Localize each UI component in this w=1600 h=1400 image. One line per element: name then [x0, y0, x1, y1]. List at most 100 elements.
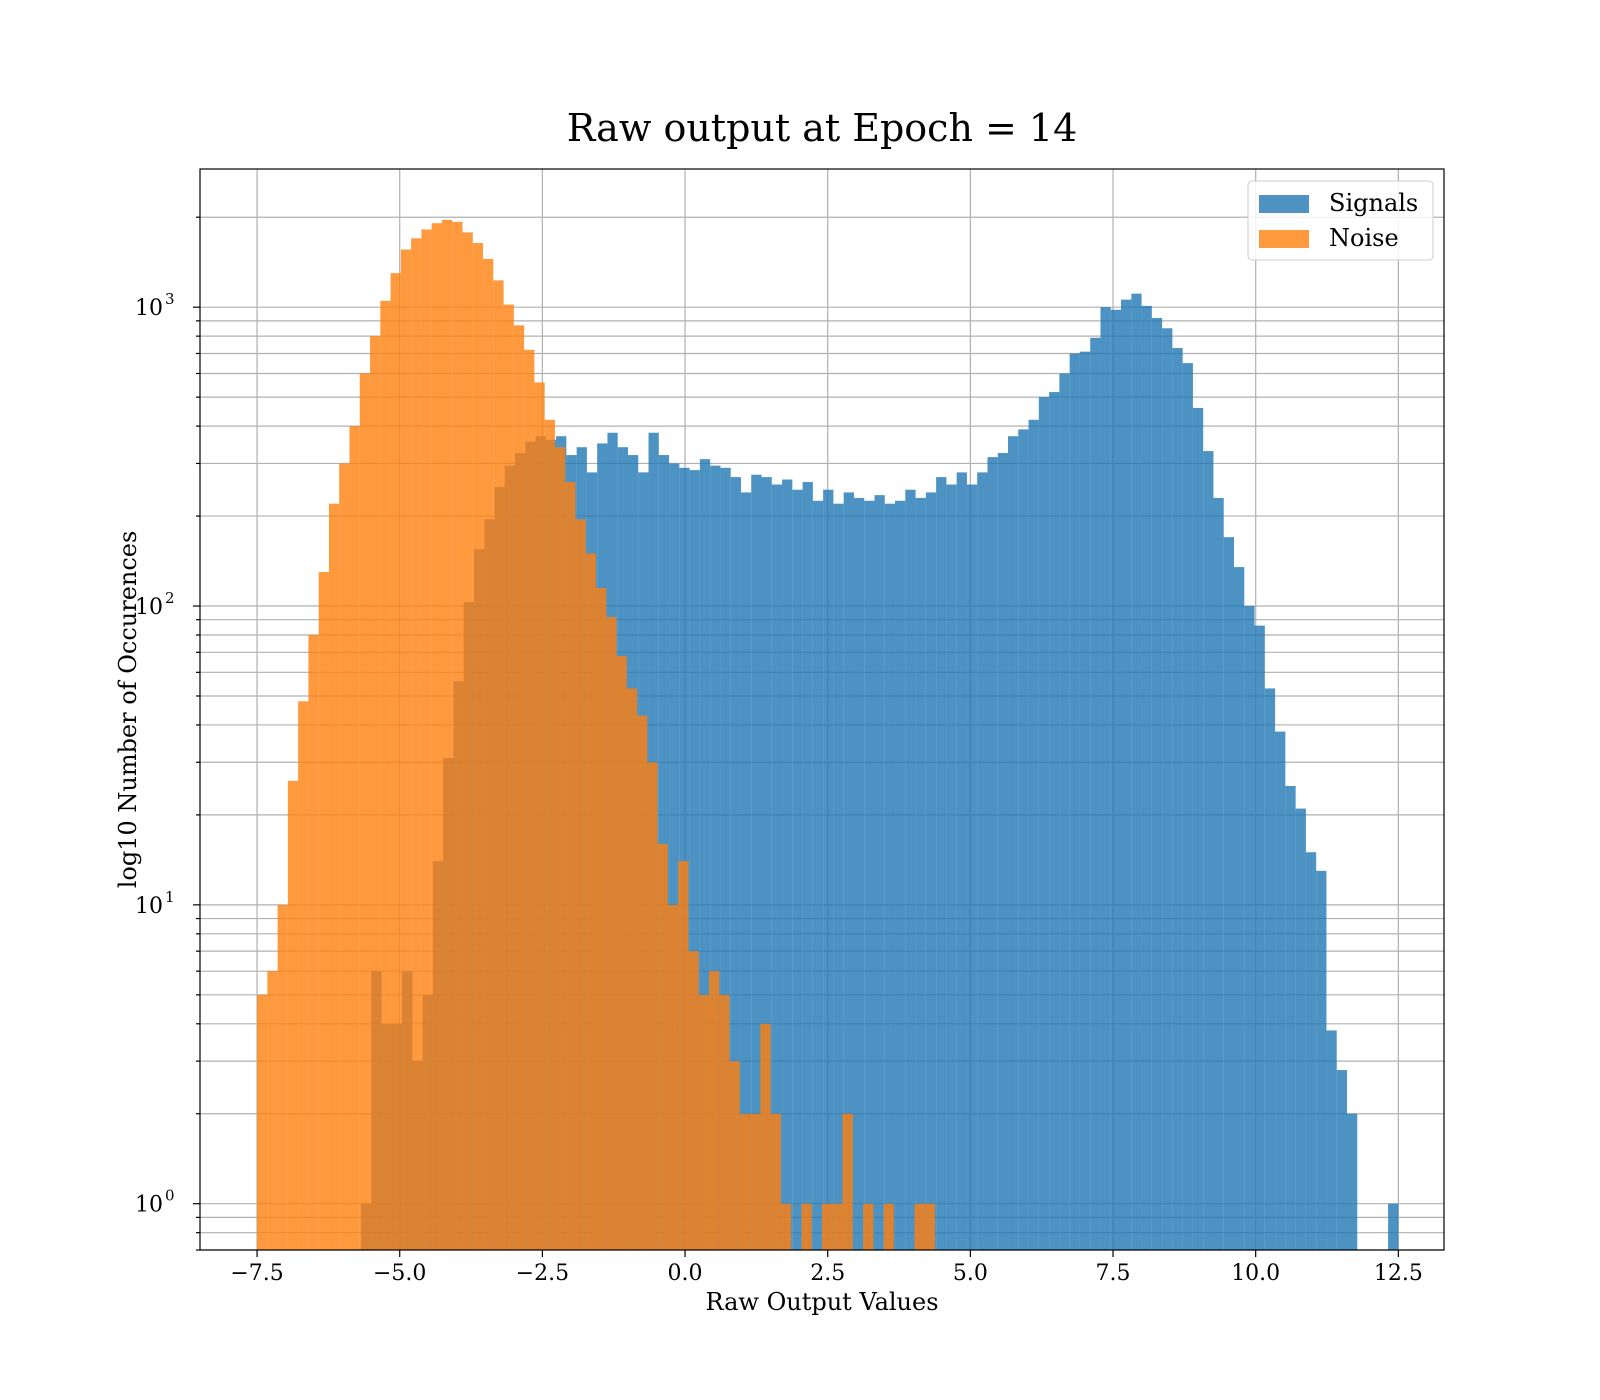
- signals-bar: [1110, 309, 1122, 1251]
- y-tick-exponent: 2: [165, 589, 175, 607]
- noise-bar: [842, 1113, 853, 1250]
- signals-bar: [1213, 497, 1224, 1250]
- signals-bar: [1244, 606, 1255, 1250]
- signals-bar: [710, 465, 721, 1251]
- signals-bar: [977, 472, 988, 1251]
- noise-bar: [729, 1061, 740, 1250]
- signals-bar: [751, 474, 762, 1250]
- y-tick-label: 10: [135, 1193, 163, 1218]
- signals-bar: [1326, 1030, 1337, 1250]
- noise-bar: [328, 503, 340, 1250]
- noise-bar: [267, 971, 278, 1250]
- signals-bar: [1192, 407, 1204, 1250]
- noise-bar: [801, 1203, 812, 1250]
- plot-frame: [199, 168, 1445, 1251]
- noise-bar: [739, 1113, 751, 1250]
- signals-bar: [740, 492, 752, 1251]
- signals-bar: [1295, 808, 1306, 1250]
- signals-bar: [792, 489, 803, 1250]
- noise-bar: [257, 994, 268, 1250]
- signals-bar: [946, 484, 957, 1251]
- signals-bar: [1141, 305, 1152, 1250]
- noise-bar: [554, 447, 566, 1251]
- noise-bar: [616, 656, 627, 1250]
- y-axis-label: log10 Number of Occurences: [114, 531, 142, 889]
- noise-bar: [914, 1203, 925, 1250]
- y-tick-exponent: 3: [165, 290, 175, 308]
- noise-bar: [780, 1203, 792, 1250]
- signals-bar: [761, 477, 772, 1251]
- legend-swatch-noise: [1259, 230, 1309, 248]
- noise-bar: [719, 994, 730, 1250]
- y-tick-label: 10: [135, 894, 163, 919]
- x-tick-label: 2.5: [810, 1261, 845, 1286]
- noise-bar: [462, 232, 473, 1251]
- x-tick-label: 5.0: [953, 1261, 988, 1286]
- noise-bar: [308, 634, 319, 1250]
- x-axis-label: Raw Output Values: [705, 1288, 938, 1316]
- noise-bar: [370, 336, 381, 1250]
- signals-bar: [1090, 337, 1101, 1250]
- x-tick-label: −2.5: [516, 1261, 569, 1286]
- signals-bar: [1008, 436, 1019, 1250]
- noise-bar: [359, 373, 371, 1250]
- noise-bar: [585, 553, 597, 1250]
- noise-bar: [924, 1203, 935, 1250]
- y-tick-label: 10: [135, 296, 163, 321]
- signals-bar: [1038, 397, 1050, 1250]
- signals-bar: [679, 467, 690, 1250]
- noise-bar: [637, 715, 648, 1250]
- legend-label-signals: Signals: [1329, 189, 1418, 217]
- signals-bar: [884, 503, 896, 1250]
- signals-bar: [915, 497, 926, 1250]
- x-tick-label: −5.0: [373, 1261, 426, 1286]
- legend-label-noise: Noise: [1329, 224, 1399, 252]
- noise-bar: [832, 1203, 843, 1250]
- signals-bar: [1172, 348, 1183, 1250]
- signals-bar: [997, 453, 1009, 1250]
- signals-bar: [874, 495, 885, 1251]
- noise-bar: [750, 1113, 761, 1250]
- noise-bar: [606, 616, 617, 1250]
- x-tick-label: 0.0: [668, 1261, 703, 1286]
- x-tick-label: −7.5: [230, 1261, 283, 1286]
- signals-bar: [925, 492, 937, 1251]
- noise-bar: [883, 1203, 894, 1250]
- noise-bar: [349, 426, 360, 1250]
- noise-bar: [472, 242, 484, 1250]
- signals-bar: [1336, 1070, 1347, 1250]
- signals-bar: [1028, 419, 1039, 1251]
- noise-bar: [770, 1113, 781, 1250]
- signals-bar: [699, 459, 711, 1250]
- noise-bar: [657, 843, 668, 1250]
- legend: Signals Noise: [1247, 180, 1434, 261]
- signals-bar: [853, 497, 865, 1250]
- signals-bar: [1285, 785, 1296, 1250]
- signals-bar: [1079, 351, 1091, 1250]
- noise-bar: [503, 304, 514, 1250]
- signals-bar: [956, 472, 967, 1251]
- chart-title: Raw output at Epoch = 14: [567, 106, 1078, 150]
- signals-bar: [1275, 731, 1286, 1250]
- signals-bar: [1151, 318, 1163, 1250]
- noise-bar: [626, 688, 638, 1250]
- noise-bar: [390, 273, 401, 1250]
- signals-bar: [802, 482, 813, 1250]
- signals-bar: [1264, 688, 1276, 1250]
- signals-bar: [730, 477, 741, 1251]
- signals-bar: [1162, 328, 1173, 1250]
- noise-bar: [380, 300, 391, 1250]
- noise-bar: [575, 519, 586, 1250]
- noise-bar: [421, 229, 432, 1250]
- noise-bar: [441, 219, 453, 1251]
- noise-bar: [411, 238, 422, 1251]
- signals-bar: [833, 503, 844, 1250]
- noise-bar: [698, 994, 710, 1250]
- signals-bar: [987, 457, 998, 1251]
- signals-bar: [669, 463, 680, 1250]
- bars-layer: [257, 219, 1399, 1251]
- signals-bar: [966, 484, 978, 1251]
- signals-bar: [864, 500, 875, 1250]
- noise-bar: [318, 571, 329, 1250]
